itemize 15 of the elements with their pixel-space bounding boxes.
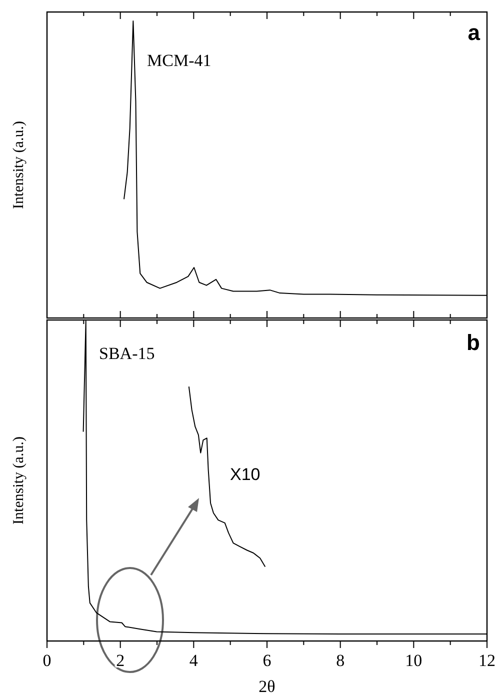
x-tick-label: 10 bbox=[405, 651, 422, 670]
annotation: SBA-15 bbox=[99, 344, 155, 363]
annotation: X10 bbox=[230, 465, 260, 484]
annotation: b bbox=[466, 330, 480, 355]
x-tick-label: 0 bbox=[42, 651, 52, 670]
x-tick-label: 8 bbox=[336, 651, 345, 670]
x-tick-label: 4 bbox=[189, 651, 198, 670]
annotation: MCM-41 bbox=[147, 51, 212, 70]
y-axis-title: Intensity (a.u.) bbox=[11, 121, 27, 209]
x-tick-label: 2 bbox=[116, 651, 125, 670]
x-tick-label: 12 bbox=[478, 651, 496, 670]
y-axis-title: Intensity (a.u.) bbox=[11, 436, 27, 524]
annotation: a bbox=[468, 20, 481, 45]
x-tick-label: 6 bbox=[262, 651, 272, 670]
x-axis-title: 2θ bbox=[258, 677, 276, 696]
